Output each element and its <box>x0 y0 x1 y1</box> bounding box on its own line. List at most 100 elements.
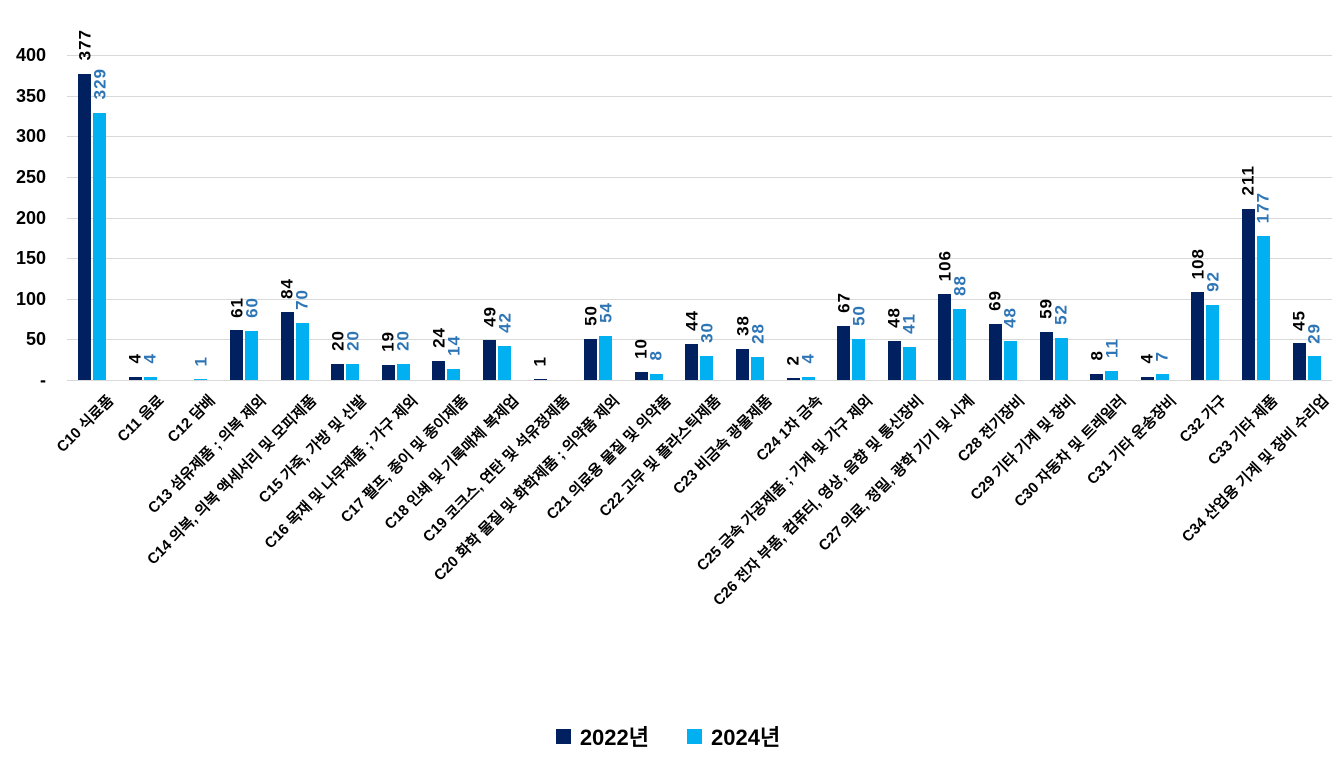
category-group: 20 20 <box>320 55 371 380</box>
category-group: 19 20 <box>371 55 422 380</box>
bar-groups: 377 329 4 4 1 61 60 84 70 20 20 19 20 24 14 49 42 1 50 54 10… <box>67 29 1332 380</box>
bar-2022년: 24 <box>429 327 448 380</box>
bar-value-label-2024년: 41 <box>899 312 919 334</box>
bar-value-label-2024년: 8 <box>646 350 666 361</box>
bar-value-label-2024년: 30 <box>697 321 717 343</box>
bar-2024년: 88 <box>950 275 969 380</box>
gridline <box>67 176 1332 178</box>
bar-2022년: 19 <box>379 331 398 380</box>
y-axis-ticks: 400 350 300 250 200 150 100 50 - <box>0 0 46 420</box>
bar-2024년: 14 <box>444 335 463 380</box>
bar-2024년: 42 <box>495 312 514 380</box>
bar-2022년: 38 <box>733 315 752 380</box>
category-group: 1 <box>168 55 219 380</box>
bar-value-label-2022년: 1 <box>530 355 550 366</box>
bar-2024년: 41 <box>900 313 919 380</box>
bar-value-label-2024년: 54 <box>596 302 616 324</box>
gridline <box>67 136 1332 138</box>
bar-value-label-2024년: 28 <box>748 323 768 345</box>
bar-value-label-2024년: 92 <box>1203 271 1223 293</box>
bar-2022년: 67 <box>834 292 853 380</box>
bar-value-label-2024년: 1 <box>191 355 211 366</box>
legend-label: 2024년 <box>711 725 781 750</box>
gridline <box>67 339 1332 341</box>
bar-2024년: 92 <box>1203 271 1222 380</box>
bar-value-label-2024년: 4 <box>798 353 818 364</box>
gridline <box>67 258 1332 260</box>
category-group: 84 70 <box>269 55 320 380</box>
category-group: 45 29 <box>1281 55 1332 380</box>
category-group: 69 48 <box>978 55 1029 380</box>
bar-2022년: 44 <box>682 310 701 380</box>
y-tick-label: 400 <box>15 45 46 65</box>
bar-value-label-2022년: 211 <box>1238 165 1258 196</box>
bar-2024년: 29 <box>1305 323 1324 380</box>
x-tick-label: C11 음료 <box>114 392 169 446</box>
bar-2024년: 4 <box>141 353 160 380</box>
category-group: 49 42 <box>472 55 523 380</box>
bar-2022년: 10 <box>632 338 651 380</box>
y-tick-label: 300 <box>15 126 46 147</box>
bar-2022년: 50 <box>581 305 600 380</box>
x-tick-label: C10 식료품 <box>53 392 118 456</box>
category-group: 10 8 <box>624 55 675 380</box>
bar-value-label-2024년: 20 <box>393 329 413 351</box>
bar-value-label-2024년: 48 <box>1000 307 1020 328</box>
bar-2022년: 2 <box>784 355 803 380</box>
legend-item-2024년: 2024년 <box>687 720 780 752</box>
bar-2022년: 106 <box>935 250 954 380</box>
gridline <box>67 95 1332 97</box>
legend: 2022년 2024년 <box>0 720 1336 752</box>
bar-value-label-2024년: 329 <box>90 68 110 100</box>
category-group: 108 92 <box>1180 55 1231 380</box>
category-group: 8 11 <box>1079 55 1130 380</box>
bar-value-label-2024년: 52 <box>1051 303 1071 325</box>
bar-2024년: 177 <box>1254 192 1273 380</box>
legend-item-2022년: 2022년 <box>555 720 649 752</box>
bar-2024년: 30 <box>697 322 716 380</box>
x-axis-labels: C10 식료품 C11 음료 C12 담배 C13 섬유제품 ; 의복 제외 C14 의… <box>54 384 1332 684</box>
y-tick-label: 200 <box>15 207 46 228</box>
bar-2022년: 4 <box>1138 353 1157 380</box>
bar-2024년: 4 <box>799 353 818 380</box>
category-group: 377 329 <box>67 29 118 380</box>
bar-2022년: 108 <box>1188 248 1207 380</box>
gridline <box>67 55 1332 56</box>
category-group: 50 54 <box>573 55 624 380</box>
bar-2022년: 8 <box>1087 350 1106 380</box>
category-group: 211 177 <box>1231 55 1282 380</box>
bar-value-label-2024년: 20 <box>343 329 363 351</box>
y-tick-label: - <box>40 370 46 390</box>
bar-2022년: 48 <box>885 307 904 380</box>
category-group: 59 52 <box>1028 55 1079 380</box>
bar-2022년: 377 <box>75 29 94 380</box>
category-group: 38 28 <box>725 55 776 380</box>
bar-value-label-2024년: 177 <box>1253 191 1273 224</box>
x-tick-label: C31 기타 운송장비 <box>1084 392 1181 489</box>
bar-value-label-2024년: 7 <box>1152 350 1172 362</box>
y-tick-label: 150 <box>15 248 46 269</box>
bar-2024년: 28 <box>748 323 767 380</box>
y-tick-label: 350 <box>15 85 46 106</box>
category-group: 106 88 <box>927 55 978 380</box>
y-tick-label: 100 <box>15 288 46 309</box>
bar-2022년: 4 <box>126 353 145 380</box>
bar-2022년: 20 <box>328 330 347 380</box>
bar-2022년: 59 <box>1037 298 1056 380</box>
category-group: 48 41 <box>877 55 928 380</box>
category-group: 67 50 <box>826 55 877 380</box>
bar-value-label-2024년: 11 <box>1102 338 1122 359</box>
bar-2024년: 11 <box>1102 338 1121 380</box>
bar-value-label-2024년: 50 <box>849 305 869 327</box>
bar-2024년: 50 <box>849 305 868 380</box>
bar-2024년: 20 <box>394 330 413 380</box>
bar-2024년: 54 <box>596 302 615 380</box>
x-tick-label: C20 화학 물질 및 화학제품 ; 의약품 제외 <box>431 392 624 585</box>
bar-2024년: 52 <box>1052 304 1071 380</box>
category-group: 61 60 <box>219 55 270 380</box>
bar-2024년: 329 <box>90 68 109 380</box>
bar-value-label-2024년: 14 <box>444 334 464 356</box>
